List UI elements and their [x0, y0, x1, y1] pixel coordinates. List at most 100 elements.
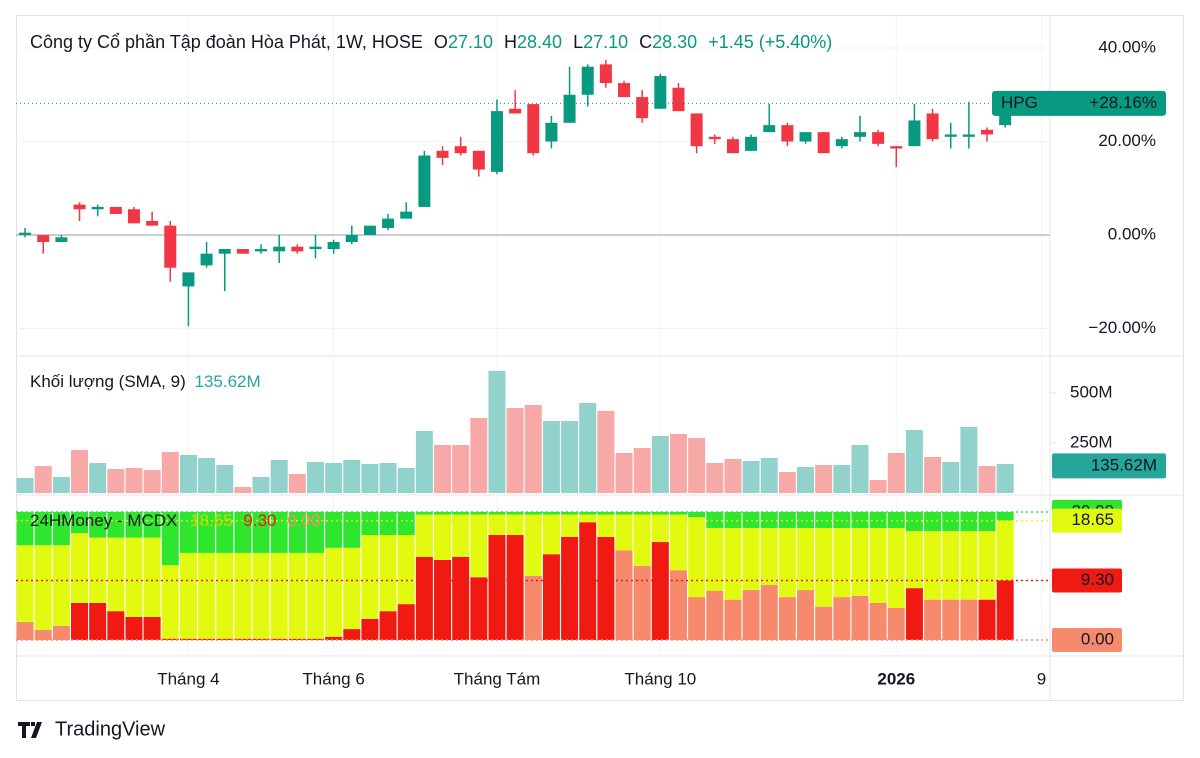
level-tag: [1052, 568, 1122, 593]
mcdx-legend-value: 18.65: [190, 511, 233, 530]
level-tag-label: 0.00: [1081, 629, 1114, 648]
volume-bar: [52, 477, 70, 493]
sma-tag: [1052, 453, 1166, 479]
mcdx-segment: [651, 511, 669, 515]
mcdx-segment: [306, 638, 324, 640]
volume-bar: [361, 464, 379, 493]
ohlc-value: 28.30: [652, 32, 697, 52]
mcdx-segment: [452, 556, 470, 640]
mcdx-segment: [325, 511, 343, 548]
last-price-symbol: HPG: [1001, 93, 1038, 112]
candle-body: [436, 150, 449, 158]
candle-body: [763, 125, 776, 133]
mcdx-segment: [161, 638, 179, 640]
volume-bar: [633, 448, 651, 493]
mcdx-segment: [524, 575, 542, 640]
candle-body: [309, 246, 322, 250]
mcdx-segment: [415, 556, 433, 640]
volume-bar: [506, 408, 524, 493]
mcdx-segment: [561, 514, 579, 537]
mcdx-segment: [288, 552, 306, 639]
candle-body: [37, 234, 50, 243]
volume-bar: [216, 465, 234, 493]
mcdx-segment: [688, 517, 706, 598]
mcdx-segment: [669, 514, 687, 571]
volume-legend: Khối lượng (SMA, 9) 135.62M: [30, 372, 261, 391]
mcdx-segment: [869, 602, 887, 640]
volume-bar: [742, 461, 760, 493]
candle-body: [109, 206, 122, 214]
mcdx-segment: [415, 511, 433, 515]
mcdx-segment: [397, 511, 415, 536]
candle-body: [672, 87, 685, 112]
mcdx-segment: [361, 535, 379, 619]
mcdx-segment: [379, 535, 397, 612]
mcdx-segment: [615, 511, 633, 515]
mcdx-segment: [942, 531, 960, 600]
mcdx-segment: [742, 527, 760, 591]
candle-body: [345, 234, 358, 243]
mcdx-segment: [198, 511, 216, 553]
candle-body: [890, 146, 903, 149]
mcdx-segment: [234, 511, 252, 553]
candle-body: [55, 237, 68, 243]
volume-bar: [488, 371, 506, 493]
mcdx-segment: [924, 511, 942, 532]
level-tag-label: 9.30: [1081, 570, 1114, 589]
x-tick-label: Tháng Tám: [454, 669, 541, 688]
mcdx-segment: [434, 511, 452, 515]
last-price-tag: [992, 90, 1166, 116]
mcdx-segment: [452, 514, 470, 557]
mcdx-segment: [797, 511, 815, 528]
mcdx-segment: [905, 511, 923, 532]
candle-body: [908, 120, 921, 147]
mcdx-segment: [706, 590, 724, 640]
mcdx-segment: [742, 590, 760, 640]
y-tick-label: 20.00%: [1098, 131, 1156, 150]
mcdx-segment: [524, 514, 542, 576]
volume-bar: [996, 464, 1014, 493]
level-tag: [1052, 508, 1122, 533]
volume-bar: [143, 470, 161, 493]
mcdx-segment: [488, 511, 506, 515]
mcdx-segment: [633, 514, 651, 566]
candle-body: [944, 134, 957, 137]
candle-body: [853, 132, 866, 137]
y-tick-label: −20.00%: [1088, 318, 1156, 337]
mcdx-segment: [905, 531, 923, 589]
x-tick-label: 9: [1037, 669, 1046, 688]
mcdx-segment: [851, 527, 869, 596]
volume-bar: [379, 463, 397, 493]
mcdx-segment: [52, 545, 70, 626]
mcdx-segment: [996, 511, 1014, 521]
volume-bar: [107, 469, 125, 493]
mcdx-segment: [996, 520, 1014, 581]
mcdx-segment: [343, 629, 361, 640]
mcdx-segment: [16, 545, 34, 623]
x-tick-label: Tháng 4: [157, 669, 219, 688]
level-tag-label: 18.65: [1071, 510, 1114, 529]
mcdx-segment: [325, 636, 343, 640]
mcdx-segment: [361, 511, 379, 536]
volume-bar: [470, 418, 488, 493]
mcdx-segment: [960, 511, 978, 532]
mcdx-segment: [252, 511, 270, 553]
volume-bar: [397, 468, 415, 493]
candle-body: [19, 232, 32, 235]
candle-body: [327, 242, 340, 250]
candle-body: [182, 272, 195, 287]
last-price-label: +28.16%: [1089, 93, 1157, 112]
mcdx-segment: [778, 597, 796, 640]
candle-body: [636, 97, 649, 119]
mcdx-segment: [34, 629, 52, 640]
mcdx-segment: [270, 638, 288, 640]
mcdx-segment: [579, 511, 597, 515]
mcdx-segment: [724, 527, 742, 600]
candle-body: [545, 122, 558, 142]
mcdx-segment: [71, 511, 89, 534]
volume-bar: [306, 462, 324, 493]
volume-bar: [579, 403, 597, 493]
mcdx-segment: [542, 554, 560, 640]
mcdx-segment: [960, 599, 978, 640]
candle-body: [418, 155, 431, 207]
